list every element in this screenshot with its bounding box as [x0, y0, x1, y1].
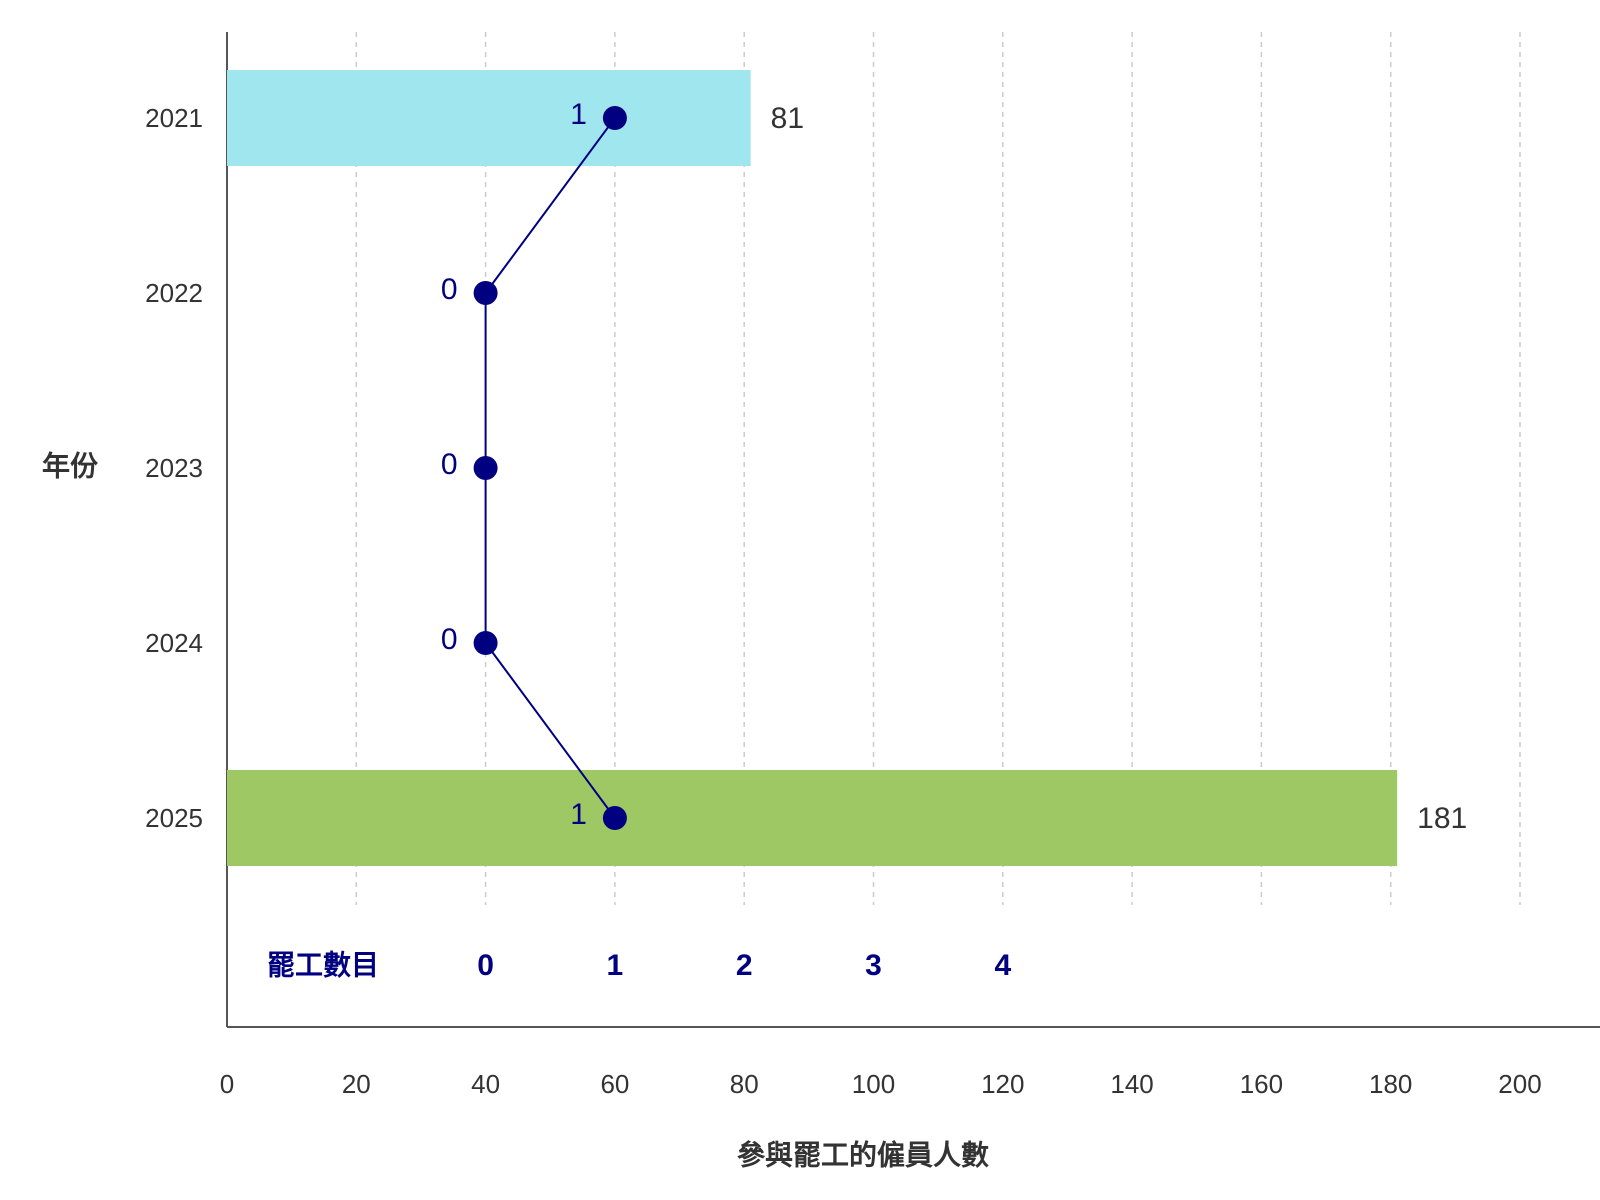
strike-point: [602, 106, 627, 130]
y-tick-label: 2023: [145, 453, 203, 483]
x2-tick-label: 3: [865, 949, 882, 982]
bar-value-label: 181: [1417, 802, 1467, 835]
x-tick-label: 20: [342, 1069, 371, 1099]
strike-value-label: 1: [570, 98, 587, 131]
y-tick-label: 2021: [145, 103, 203, 133]
x-tick-label: 160: [1240, 1069, 1283, 1099]
y-tick-label: 2025: [145, 803, 203, 833]
bar-value-label: 81: [771, 102, 804, 135]
x-tick-label: 60: [600, 1069, 629, 1099]
strike-value-label: 1: [570, 798, 587, 831]
x-tick-label: 100: [852, 1069, 895, 1099]
x2-axis-title: 罷工數目: [267, 949, 379, 980]
strike-point: [473, 281, 498, 305]
y-tick-label: 2022: [145, 278, 203, 308]
strike-line: [484, 117, 616, 819]
x2-tick-label: 1: [607, 949, 624, 982]
bar: [227, 770, 1398, 866]
x2-tick-label: 0: [477, 949, 494, 982]
x-axis-title: 參與罷工的僱員人數: [737, 1138, 989, 1170]
x-tick-label: 40: [471, 1069, 500, 1099]
x-tick-label: 120: [981, 1069, 1024, 1099]
x2-tick-label: 2: [736, 949, 753, 982]
x-tick-label: 80: [730, 1069, 759, 1099]
strike-point: [602, 806, 627, 830]
strike-value-label: 0: [441, 448, 458, 481]
x-tick-label: 200: [1498, 1069, 1541, 1099]
strike-point: [473, 631, 498, 655]
strike-point: [473, 456, 498, 480]
strike-value-label: 0: [441, 623, 458, 656]
x-tick-label: 140: [1110, 1069, 1153, 1099]
x-tick-label: 180: [1369, 1069, 1412, 1099]
strike-value-label: 0: [441, 273, 458, 306]
bar: [227, 70, 751, 166]
x-tick-label: 0: [220, 1069, 234, 1099]
x2-tick-label: 4: [994, 949, 1011, 982]
y-tick-label: 2024: [145, 628, 203, 658]
y-axis-title: 年份: [42, 449, 98, 481]
